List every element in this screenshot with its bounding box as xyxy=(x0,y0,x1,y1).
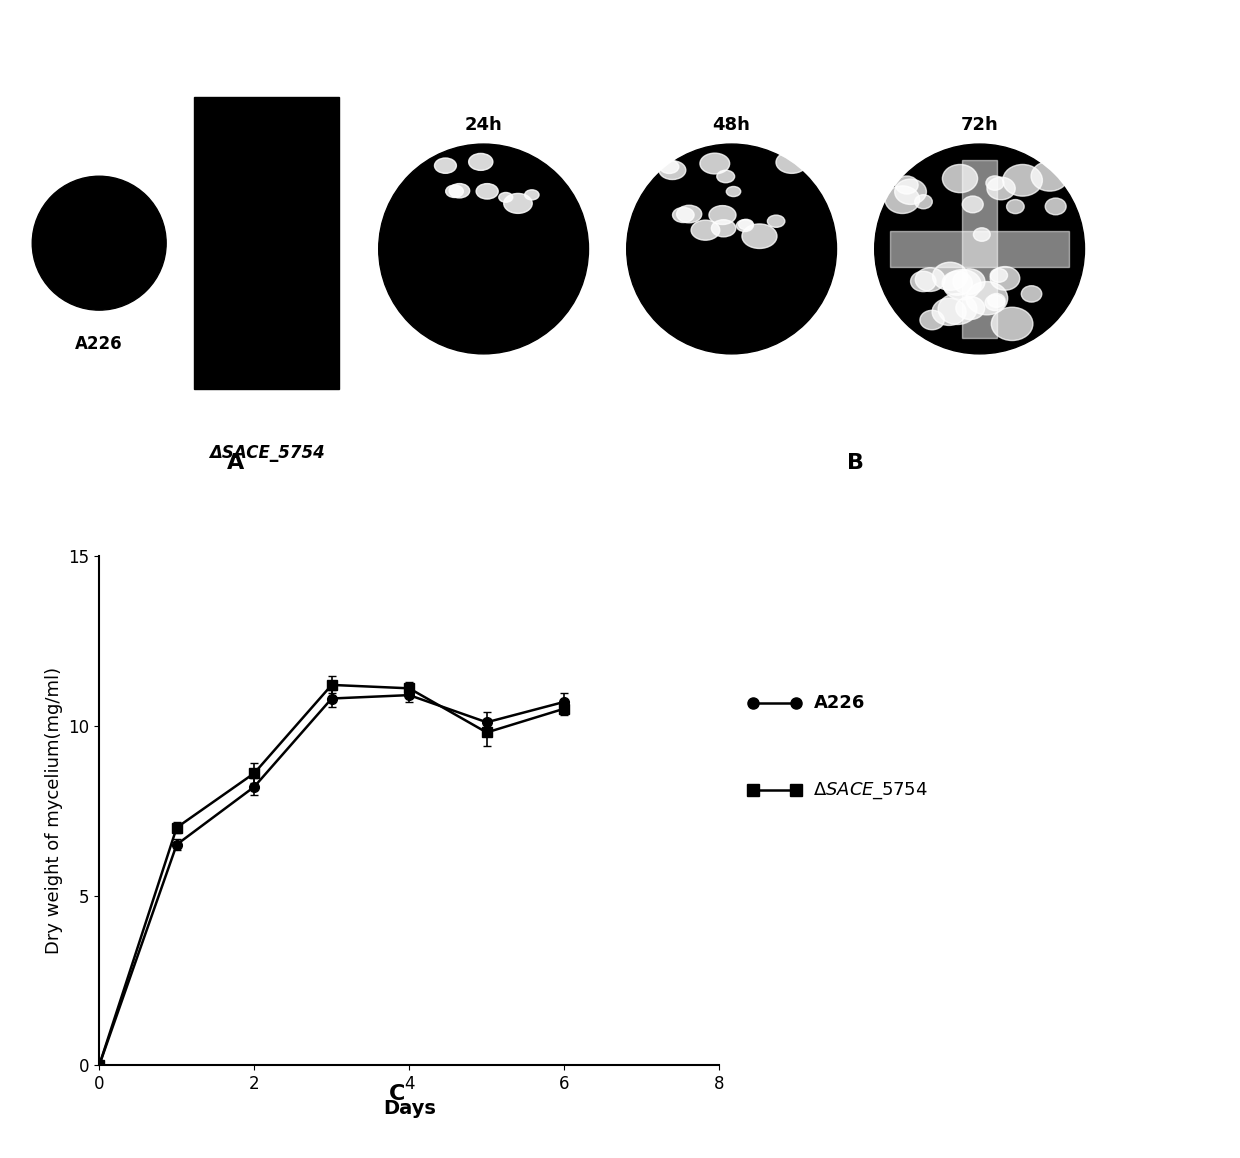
Y-axis label: Dry weight of mycelium(mg/ml): Dry weight of mycelium(mg/ml) xyxy=(45,667,63,954)
Bar xyxy=(962,160,997,338)
Circle shape xyxy=(378,144,589,354)
Ellipse shape xyxy=(445,185,464,198)
Text: C: C xyxy=(388,1084,405,1105)
Ellipse shape xyxy=(691,220,719,240)
Bar xyxy=(890,232,1069,266)
Ellipse shape xyxy=(885,186,920,213)
Ellipse shape xyxy=(991,307,1033,340)
Title: 24h: 24h xyxy=(465,117,502,134)
Ellipse shape xyxy=(1007,199,1024,213)
Ellipse shape xyxy=(973,228,991,241)
Ellipse shape xyxy=(476,184,498,199)
Ellipse shape xyxy=(1032,161,1069,191)
Ellipse shape xyxy=(920,310,945,330)
Ellipse shape xyxy=(712,220,735,237)
Ellipse shape xyxy=(658,161,686,179)
Ellipse shape xyxy=(1022,286,1042,302)
Ellipse shape xyxy=(525,190,539,200)
Ellipse shape xyxy=(942,271,972,295)
Ellipse shape xyxy=(717,170,734,183)
Ellipse shape xyxy=(498,192,513,203)
Ellipse shape xyxy=(954,269,985,294)
Ellipse shape xyxy=(986,176,1004,190)
Ellipse shape xyxy=(985,295,1004,310)
Ellipse shape xyxy=(1003,164,1043,196)
X-axis label: Days: Days xyxy=(383,1099,435,1117)
Ellipse shape xyxy=(987,177,1016,200)
Ellipse shape xyxy=(991,269,1008,283)
Circle shape xyxy=(626,144,837,354)
Text: A226: A226 xyxy=(813,695,864,712)
Ellipse shape xyxy=(939,293,977,324)
Ellipse shape xyxy=(895,176,918,195)
Ellipse shape xyxy=(895,179,926,205)
Ellipse shape xyxy=(503,193,532,213)
Text: A: A xyxy=(227,453,244,474)
Text: ΔSACE_5754: ΔSACE_5754 xyxy=(208,445,325,462)
Ellipse shape xyxy=(434,157,456,174)
Ellipse shape xyxy=(699,153,729,174)
Circle shape xyxy=(874,144,1085,354)
Title: 72h: 72h xyxy=(961,117,998,134)
Ellipse shape xyxy=(988,293,1006,307)
Ellipse shape xyxy=(742,223,777,249)
Ellipse shape xyxy=(966,281,1008,315)
Ellipse shape xyxy=(1045,198,1066,215)
Ellipse shape xyxy=(915,195,932,208)
Ellipse shape xyxy=(677,205,702,222)
Ellipse shape xyxy=(910,271,936,292)
Circle shape xyxy=(32,176,166,310)
Ellipse shape xyxy=(776,152,807,174)
Text: A226: A226 xyxy=(76,336,123,353)
Ellipse shape xyxy=(739,219,754,229)
Ellipse shape xyxy=(944,270,981,300)
Ellipse shape xyxy=(768,215,785,227)
Ellipse shape xyxy=(962,196,983,213)
Title: 48h: 48h xyxy=(713,117,750,134)
Ellipse shape xyxy=(737,220,753,232)
Ellipse shape xyxy=(915,267,945,292)
Ellipse shape xyxy=(991,266,1019,291)
Ellipse shape xyxy=(942,164,977,192)
Ellipse shape xyxy=(469,153,492,170)
Text: B: B xyxy=(847,453,864,474)
Ellipse shape xyxy=(672,207,694,222)
Text: $\Delta SACE\_5754$: $\Delta SACE\_5754$ xyxy=(813,780,928,800)
Ellipse shape xyxy=(660,160,678,174)
Ellipse shape xyxy=(709,206,737,225)
Ellipse shape xyxy=(956,296,985,320)
Ellipse shape xyxy=(449,184,470,198)
Ellipse shape xyxy=(727,186,740,197)
Ellipse shape xyxy=(932,262,967,291)
Ellipse shape xyxy=(932,299,966,325)
